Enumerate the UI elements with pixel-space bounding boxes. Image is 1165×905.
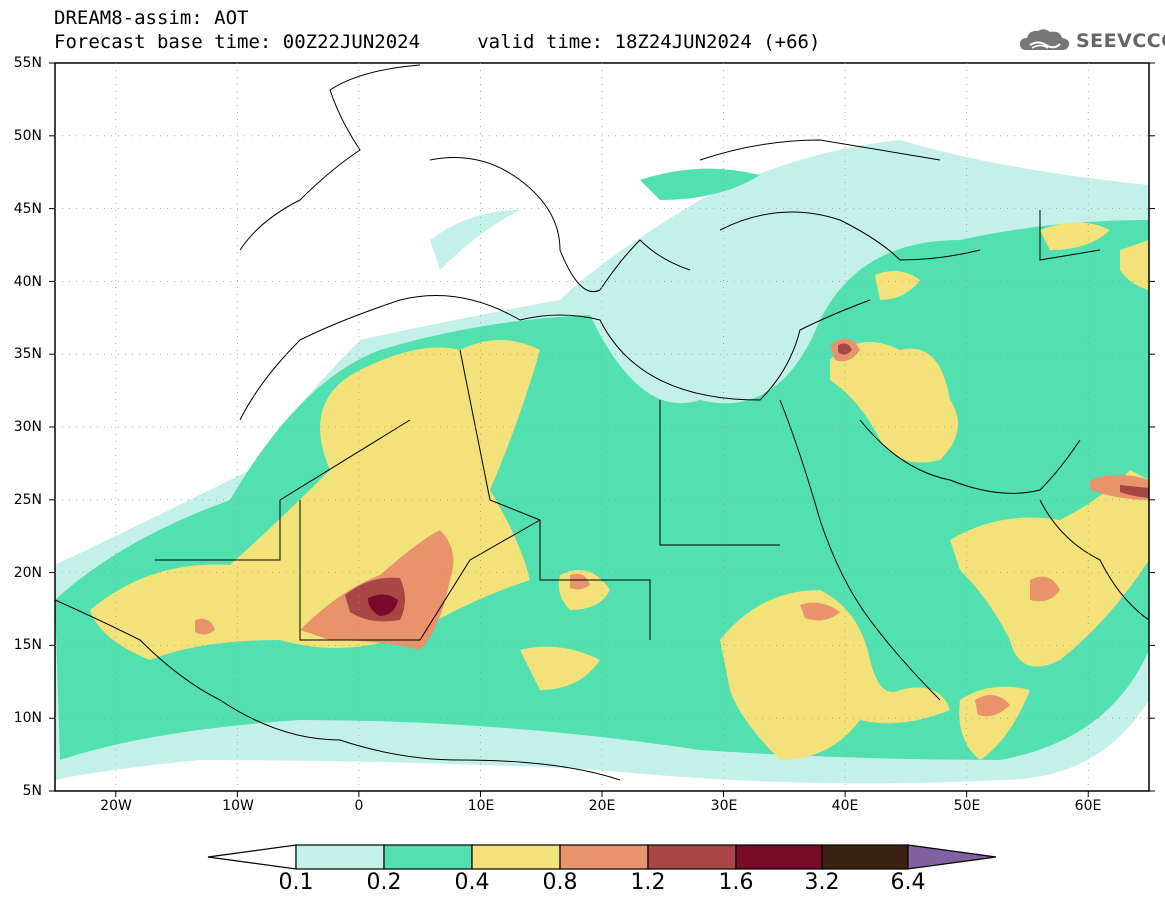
lat-label: 45N [13, 201, 42, 217]
colorbar-label: 1.2 [630, 870, 666, 895]
colorbar [207, 844, 997, 870]
colorbar-bin-1 [295, 844, 385, 870]
lon-label: 10W [222, 798, 254, 814]
lon-label: 60E [1074, 798, 1102, 814]
lon-label: 50E [953, 798, 981, 814]
colorbar-bin-4 [559, 844, 649, 870]
lon-label: 10E [467, 798, 495, 814]
grid-lines [55, 63, 1149, 791]
colorbar-bin-6 [735, 844, 823, 870]
colorbar-bin-5 [647, 844, 737, 870]
lon-label: 20W [100, 798, 132, 814]
lon-label: 20E [588, 798, 616, 814]
cloud-icon [1020, 29, 1070, 50]
lon-label: 0 [354, 798, 364, 814]
colorbar-label: 1.6 [718, 870, 754, 895]
lat-label: 20N [13, 565, 42, 581]
lat-label: 25N [13, 492, 42, 508]
colorbar-label: 6.4 [890, 870, 926, 895]
lon-label: 40E [831, 798, 859, 814]
colorbar-under-arrow [207, 844, 297, 870]
axis-ticks [49, 62, 1155, 797]
lat-label: 30N [13, 419, 42, 435]
colorbar-label: 0.2 [366, 870, 402, 895]
lat-label: 35N [13, 346, 42, 362]
seevccc-logo: SEEVCCC [1018, 26, 1165, 56]
forecast-time: Forecast base time: 00Z22JUN2024 valid t… [54, 31, 821, 53]
colorbar-label: 3.2 [804, 870, 840, 895]
lat-label: 5N [22, 783, 42, 799]
lat-label: 50N [13, 128, 42, 144]
coastlines [55, 64, 1149, 781]
colorbar-label: 0.4 [454, 870, 490, 895]
colorbar-bin-7 [821, 844, 909, 870]
lat-label: 40N [13, 274, 42, 290]
colorbar-label: 0.1 [278, 870, 314, 895]
colorbar-over-arrow [907, 844, 997, 870]
lat-label: 10N [13, 710, 42, 726]
lat-label: 15N [13, 637, 42, 653]
colorbar-bin-2 [383, 844, 473, 870]
map-title: DREAM8-assim: AOT [54, 7, 249, 29]
colorbar-label: 0.8 [542, 870, 578, 895]
colorbar-bin-3 [471, 844, 561, 870]
lon-label: 30E [710, 798, 738, 814]
lat-label: 55N [13, 55, 42, 71]
logo-text: SEEVCCC [1076, 30, 1165, 52]
